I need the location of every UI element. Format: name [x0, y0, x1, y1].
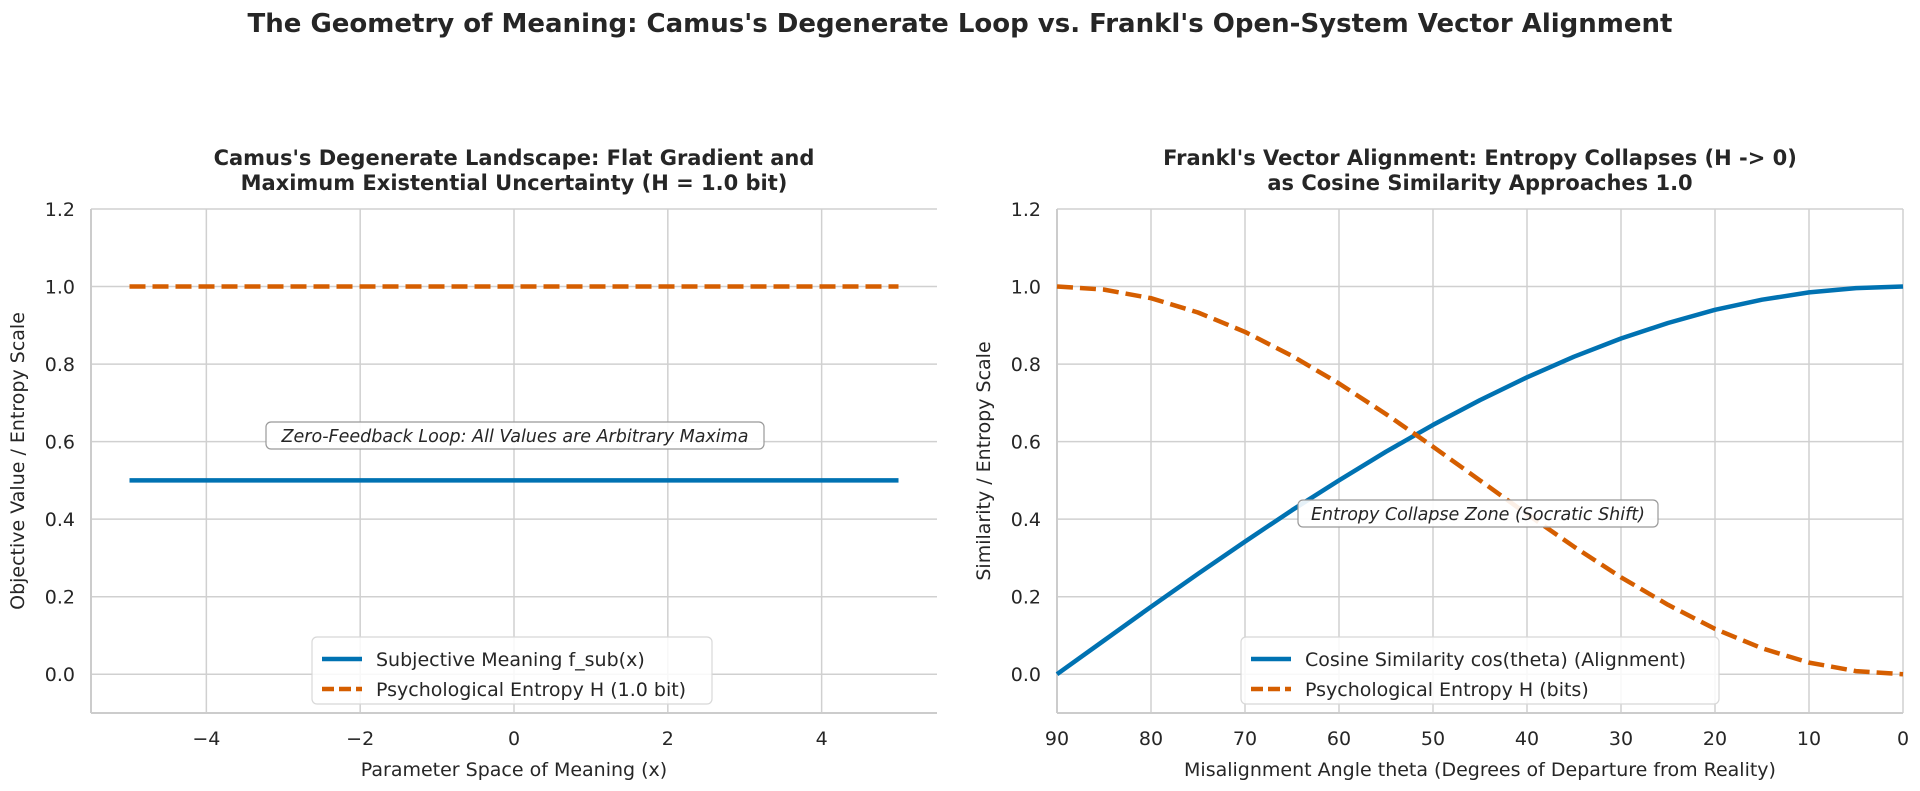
legend: Cosine Similarity cos(theta) (Alignment)…	[1240, 636, 1720, 705]
y-tick-label: 1.0	[45, 277, 75, 299]
x-tick-label: 70	[1233, 728, 1257, 750]
x-tick-label: 50	[1421, 728, 1445, 750]
x-axis-label: Misalignment Angle theta (Degrees of Dep…	[1184, 759, 1776, 781]
series-line-1	[1055, 284, 1904, 677]
legend-frame	[1240, 636, 1720, 705]
legend-label-1: Cosine Similarity cos(theta) (Alignment)	[1305, 649, 1686, 671]
y-tick-label: 0.8	[1011, 354, 1041, 376]
y-tick-label: 0.4	[45, 509, 75, 531]
series-line-2	[1056, 284, 1904, 677]
x-tick-label: 60	[1327, 728, 1351, 750]
x-tick-label: 0	[508, 728, 520, 750]
y-tick-label: 0.4	[1011, 509, 1041, 531]
x-tick-label: −2	[346, 728, 374, 750]
x-tick-label: 0	[1897, 728, 1909, 750]
annotation-text: Entropy Collapse Zone (Socratic Shift)	[1311, 505, 1645, 525]
y-tick-label: 1.2	[45, 199, 75, 221]
chart-title-line: Maximum Existential Uncertainty (H = 1.0…	[241, 171, 788, 195]
x-tick-label: 30	[1609, 728, 1633, 750]
x-tick-label: 10	[1797, 728, 1821, 750]
x-tick-label: 80	[1139, 728, 1163, 750]
y-tick-label: 0.2	[45, 587, 75, 609]
chart-panel-2: 90 80 70 60 50 40 30 20 10 0 0.0 0.2 0.4 0.6 0.8 1.0 1.2…	[973, 146, 1909, 781]
legend-label-1: Subjective Meaning f_sub(x)	[376, 649, 645, 671]
y-tick-label: 0.2	[1011, 587, 1041, 609]
legend-frame	[311, 636, 713, 705]
annotation-box	[265, 421, 765, 450]
y-tick-label: 0.0	[1011, 664, 1041, 686]
legend-label-2: Psychological Entropy H (bits)	[1305, 679, 1589, 701]
x-tick-label: 4	[816, 728, 828, 750]
y-tick-label: 0.8	[45, 354, 75, 376]
x-tick-label: 40	[1515, 728, 1539, 750]
chart-title-line: Camus's Degenerate Landscape: Flat Gradi…	[214, 146, 815, 170]
x-tick-label: 90	[1045, 728, 1069, 750]
y-axis-label: Similarity / Entropy Scale	[973, 341, 995, 580]
x-tick-label: −4	[192, 728, 220, 750]
x-tick-label: 2	[662, 728, 674, 750]
y-axis-label: Objective Value / Entropy Scale	[7, 312, 29, 610]
legend-label-2: Psychological Entropy H (1.0 bit)	[376, 679, 686, 701]
chart-panel-1: −4 −2 0 2 4 0.0 0.2 0.4 0.6 0.8 1.0 1.2 Parameter Sp…	[7, 146, 937, 781]
chart-title-line: Frankl's Vector Alignment: Entropy Colla…	[1163, 146, 1797, 170]
annotation-box	[1297, 499, 1659, 528]
x-tick-label: 20	[1703, 728, 1727, 750]
y-tick-label: 0.6	[1011, 432, 1041, 454]
chart-title-line: as Cosine Similarity Approaches 1.0	[1267, 171, 1692, 195]
y-tick-label: 1.0	[1011, 277, 1041, 299]
y-tick-label: 1.2	[1011, 199, 1041, 221]
y-tick-label: 0.6	[45, 432, 75, 454]
legend: Subjective Meaning f_sub(x) Psychological…	[311, 636, 713, 705]
x-axis-label: Parameter Space of Meaning (x)	[361, 759, 667, 781]
figure-suptitle: The Geometry of Meaning: Camus's Degener…	[248, 9, 1673, 39]
annotation-text: Zero-Feedback Loop: All Values are Arbit…	[281, 427, 749, 447]
y-tick-label: 0.0	[45, 664, 75, 686]
